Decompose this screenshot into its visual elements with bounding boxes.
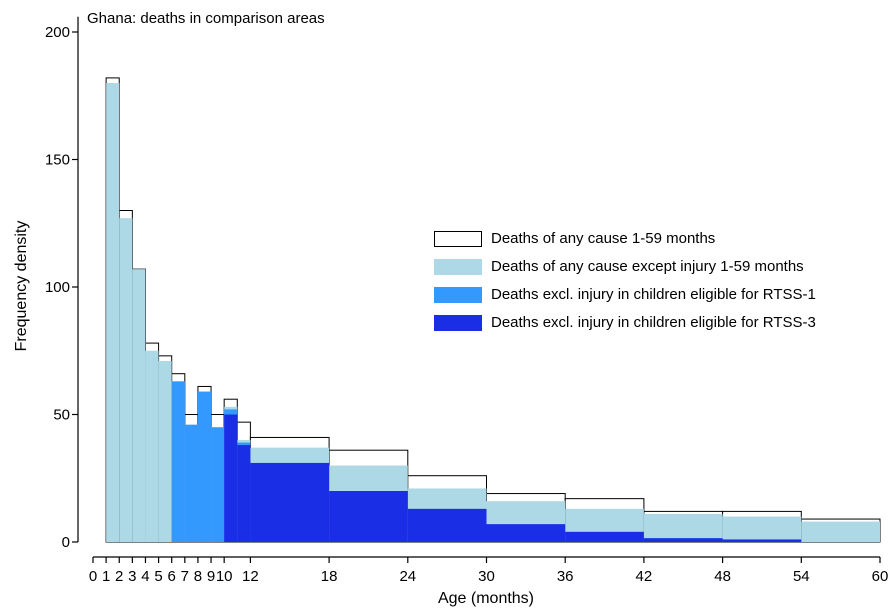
y-tick-label: 50 (53, 407, 70, 424)
legend-swatch-rtss-1 (434, 287, 482, 303)
x-tick-label: 4 (141, 568, 149, 585)
bar-except-injury-54-60 (801, 521, 880, 542)
x-tick-label: 10 (216, 568, 233, 585)
x-tick-label: 18 (321, 568, 338, 585)
x-tick-label: 12 (242, 568, 259, 585)
bar-except-injury-3-4 (132, 269, 146, 542)
x-tick-label: 2 (115, 568, 123, 585)
bar-except-injury-48-54 (722, 516, 802, 542)
x-axis-title: Age (months) (438, 590, 534, 607)
bar-rtss-1-6-7 (171, 381, 185, 542)
bar-rtss-1-9-10 (211, 427, 225, 542)
bar-except-injury-1-2 (106, 83, 120, 542)
bar-except-injury-42-48 (643, 513, 723, 542)
x-tick-label: 54 (793, 568, 810, 585)
x-tick-label: 7 (181, 568, 189, 585)
series-rtss-3 (224, 414, 802, 542)
bar-rtss-3-11-12 (237, 445, 251, 542)
bar-except-injury-4-5 (145, 350, 159, 542)
x-tick-label: 3 (128, 568, 136, 585)
bar-except-injury-5-6 (158, 360, 172, 542)
bar-except-injury-2-3 (119, 218, 133, 542)
x-tick-label: 30 (478, 568, 495, 585)
bar-rtss-1-8-9 (197, 391, 212, 542)
legend-swatch-except-injury (434, 259, 482, 275)
bar-layer (105, 77, 881, 543)
y-axis-title: Frequency density (13, 221, 30, 352)
x-tick-label: 9 (207, 568, 215, 585)
bar-rtss-3-12-18 (250, 462, 330, 542)
x-tick-label: 48 (714, 568, 731, 585)
x-tick-label: 42 (636, 568, 653, 585)
legend-label-except-injury: Deaths of any cause except injury 1-59 m… (491, 258, 804, 275)
x-tick-label: 6 (168, 568, 176, 585)
y-tick-label: 200 (45, 24, 70, 41)
y-tick-label: 150 (45, 152, 70, 169)
bar-rtss-3-18-24 (329, 491, 408, 542)
bar-rtss-3-10-11 (224, 414, 238, 542)
x-axis-ticks: 0 1 2 3 4 5 6 7 8 9 10 12 18 24 30 36 42 48 54 60 (89, 557, 889, 585)
legend-label-all-cause: Deaths of any cause 1-59 months (491, 230, 716, 247)
legend-swatch-all-cause (434, 231, 482, 247)
bar-rtss-3-24-30 (407, 508, 487, 542)
x-tick-label: 0 (89, 568, 97, 585)
x-tick-label: 60 (872, 568, 889, 585)
bar-rtss-3-30-36 (486, 524, 566, 542)
y-tick-label: 0 (62, 534, 70, 551)
legend-label-rtss-1: Deaths excl. injury in children eligible… (491, 286, 816, 303)
legend-swatch-rtss-3 (434, 315, 482, 331)
bar-rtss-3-42-48 (643, 538, 723, 542)
y-axis-ticks: 0 50 100 150 200 (45, 24, 78, 551)
bar-rtss-1-7-8 (184, 424, 198, 542)
y-tick-label: 100 (45, 279, 70, 296)
bar-rtss-3-48-54 (722, 539, 802, 542)
x-tick-label: 8 (194, 568, 202, 585)
x-tick-label: 36 (557, 568, 574, 585)
bar-rtss-3-36-42 (565, 531, 644, 542)
x-tick-label: 1 (102, 568, 110, 585)
legend-label-rtss-3: Deaths excl. injury in children eligible… (491, 314, 816, 331)
x-tick-label: 5 (154, 568, 162, 585)
chart-title: Ghana: deaths in comparison areas (87, 10, 325, 27)
x-tick-label: 24 (399, 568, 416, 585)
